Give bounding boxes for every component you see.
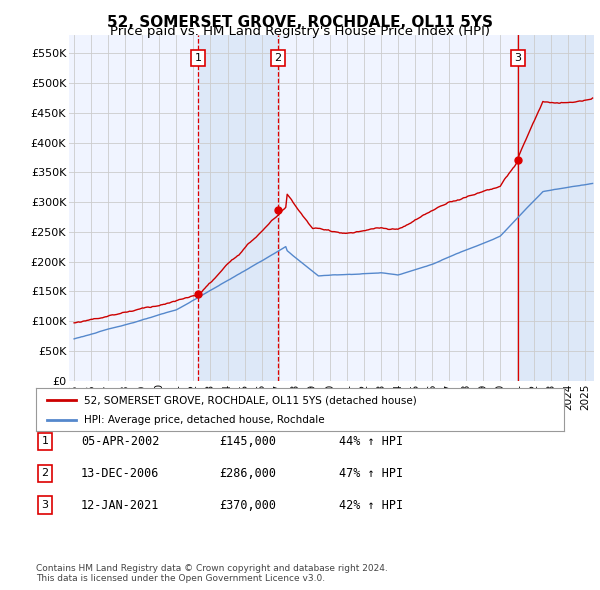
Text: 1: 1 xyxy=(41,437,49,446)
Text: 42% ↑ HPI: 42% ↑ HPI xyxy=(339,499,403,512)
Text: 12-JAN-2021: 12-JAN-2021 xyxy=(81,499,160,512)
Text: HPI: Average price, detached house, Rochdale: HPI: Average price, detached house, Roch… xyxy=(83,415,324,425)
Text: 13-DEC-2006: 13-DEC-2006 xyxy=(81,467,160,480)
Text: 2: 2 xyxy=(274,53,281,63)
Text: 44% ↑ HPI: 44% ↑ HPI xyxy=(339,435,403,448)
Text: 05-APR-2002: 05-APR-2002 xyxy=(81,435,160,448)
Text: £286,000: £286,000 xyxy=(219,467,276,480)
Text: 3: 3 xyxy=(41,500,49,510)
Text: Contains HM Land Registry data © Crown copyright and database right 2024.
This d: Contains HM Land Registry data © Crown c… xyxy=(36,563,388,583)
Text: Price paid vs. HM Land Registry's House Price Index (HPI): Price paid vs. HM Land Registry's House … xyxy=(110,25,490,38)
Text: 3: 3 xyxy=(514,53,521,63)
Text: 2: 2 xyxy=(41,468,49,478)
Text: £145,000: £145,000 xyxy=(219,435,276,448)
Text: 1: 1 xyxy=(194,53,202,63)
Text: 47% ↑ HPI: 47% ↑ HPI xyxy=(339,467,403,480)
Text: 52, SOMERSET GROVE, ROCHDALE, OL11 5YS: 52, SOMERSET GROVE, ROCHDALE, OL11 5YS xyxy=(107,15,493,30)
Bar xyxy=(198,35,278,381)
Text: £370,000: £370,000 xyxy=(219,499,276,512)
Bar xyxy=(518,35,594,381)
Text: 52, SOMERSET GROVE, ROCHDALE, OL11 5YS (detached house): 52, SOMERSET GROVE, ROCHDALE, OL11 5YS (… xyxy=(83,395,416,405)
